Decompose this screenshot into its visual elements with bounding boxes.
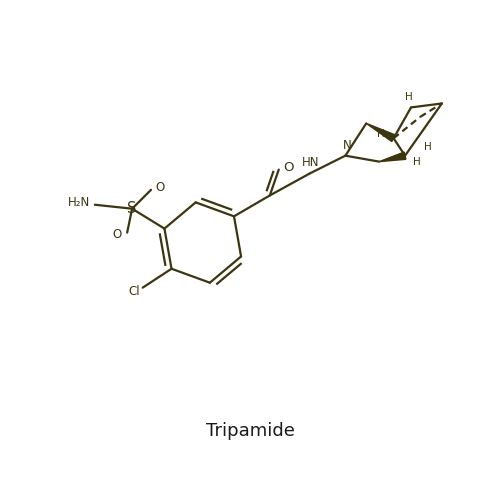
Text: H: H xyxy=(424,142,432,152)
Polygon shape xyxy=(379,152,406,162)
Polygon shape xyxy=(366,124,396,142)
Text: O: O xyxy=(112,228,122,241)
Text: HN: HN xyxy=(302,156,320,169)
Text: Cl: Cl xyxy=(128,285,140,298)
Text: H: H xyxy=(405,92,413,102)
Text: O: O xyxy=(284,161,294,174)
Text: N: N xyxy=(343,139,351,152)
Text: Tripamide: Tripamide xyxy=(206,422,294,440)
Text: O: O xyxy=(156,182,164,194)
Text: H: H xyxy=(378,130,385,140)
Text: H: H xyxy=(413,156,421,166)
Text: S: S xyxy=(128,201,137,216)
Text: H₂N: H₂N xyxy=(68,196,90,209)
